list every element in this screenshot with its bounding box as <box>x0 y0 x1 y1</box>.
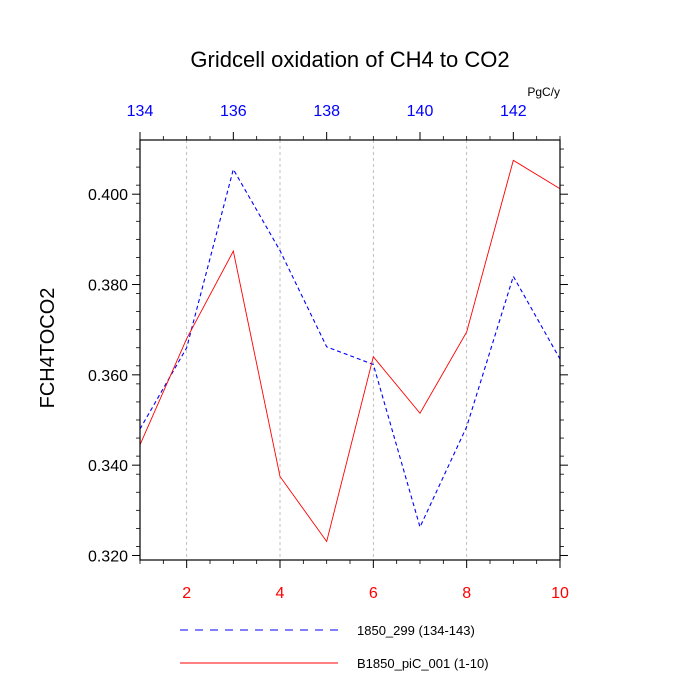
y-tick-label: 0.380 <box>88 278 128 295</box>
grid-layer <box>186 140 468 560</box>
y-tick-label: 0.400 <box>88 187 128 204</box>
legend: 1850_299 (134-143) B1850_piC_001 (1-10) <box>180 623 489 671</box>
x-tick-label-top: 136 <box>220 103 247 120</box>
x-tick-label-bottom: 8 <box>462 585 471 602</box>
x-tick-label-top: 134 <box>127 103 154 120</box>
x-tick-label-bottom: 10 <box>551 585 569 602</box>
y-tick-label: 0.320 <box>88 548 128 565</box>
plot-frame <box>139 139 561 561</box>
series-layer <box>139 159 561 543</box>
series-line-1 <box>139 159 561 543</box>
top-axis-units: PgC/y <box>527 85 560 99</box>
ticks-layer: 0.320 0.340 0.360 0.380 0.400 2 4 6 8 10 134 136 138… <box>88 103 569 602</box>
x-tick-label-bottom: 2 <box>182 585 191 602</box>
x-tick-label-top: 138 <box>313 103 340 120</box>
legend-entry-1850-299: 1850_299 (134-143) <box>357 623 475 638</box>
legend-entry-b1850-pic-001: B1850_piC_001 (1-10) <box>357 656 489 671</box>
x-tick-label-top: 140 <box>407 103 434 120</box>
y-tick-label: 0.360 <box>88 368 128 385</box>
y-tick-label: 0.340 <box>88 458 128 475</box>
x-tick-label-top: 142 <box>500 103 527 120</box>
y-axis-label: FCH4TOCO2 <box>37 288 59 409</box>
x-tick-label-bottom: 6 <box>369 585 378 602</box>
series-line-0 <box>139 167 561 529</box>
chart-title: Gridcell oxidation of CH4 to CO2 <box>190 47 509 72</box>
x-tick-label-bottom: 4 <box>276 585 285 602</box>
